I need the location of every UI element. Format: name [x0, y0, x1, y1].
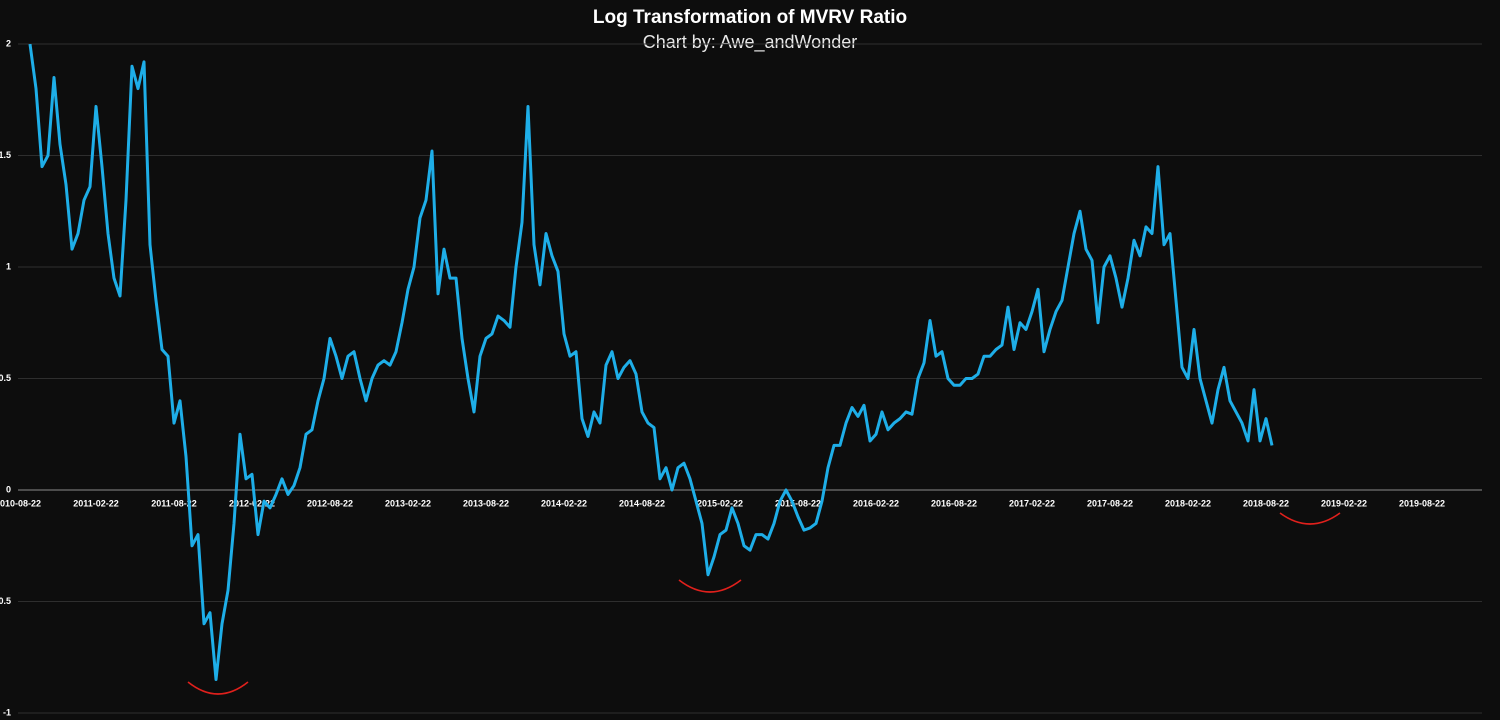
chart-title: Log Transformation of MVRV Ratio	[593, 7, 907, 28]
x-tick-label: 2015-08-22	[775, 498, 821, 508]
plot-area	[28, 44, 1274, 682]
x-tick-label: 2018-08-22	[1243, 498, 1289, 508]
x-tick-label: 2013-02-22	[385, 498, 431, 508]
y-tick-label: 0.5	[0, 373, 11, 383]
x-tick-label: 2016-02-22	[853, 498, 899, 508]
annotation-arc	[678, 579, 742, 593]
x-tick-label: 2017-02-22	[1009, 498, 1055, 508]
y-tick-label: -0.5	[0, 596, 11, 606]
x-tick-label: 2019-02-22	[1321, 498, 1367, 508]
x-tick-label: 2017-08-22	[1087, 498, 1133, 508]
x-tick-label: 2018-02-22	[1165, 498, 1211, 508]
x-tick-label: 2019-08-22	[1399, 498, 1445, 508]
x-tick-label: 2012-02-22	[229, 498, 275, 508]
y-tick-label: 0	[6, 484, 11, 494]
y-tick-label: 2	[6, 38, 11, 48]
y-tick-label: 1	[6, 261, 11, 271]
annotation-arc	[187, 681, 249, 695]
x-tick-label: 2011-08-22	[151, 498, 197, 508]
y-tick-label: -1	[3, 707, 11, 717]
annotations	[187, 512, 1341, 695]
data-line	[28, 44, 1274, 682]
annotation-arc	[1279, 512, 1341, 525]
chart-subtitle: Chart by: Awe_andWonder	[643, 32, 857, 53]
x-tick-label: 2011-02-22	[73, 498, 119, 508]
x-tick-label: 2014-02-22	[541, 498, 587, 508]
x-tick-label: 2013-08-22	[463, 498, 509, 508]
x-tick-label: 2016-08-22	[931, 498, 977, 508]
x-tick-label: 2012-08-22	[307, 498, 353, 508]
x-tick-label: 2014-08-22	[619, 498, 665, 508]
y-tick-label: 1.5	[0, 150, 11, 160]
x-tick-label: 2015-02-22	[697, 498, 743, 508]
